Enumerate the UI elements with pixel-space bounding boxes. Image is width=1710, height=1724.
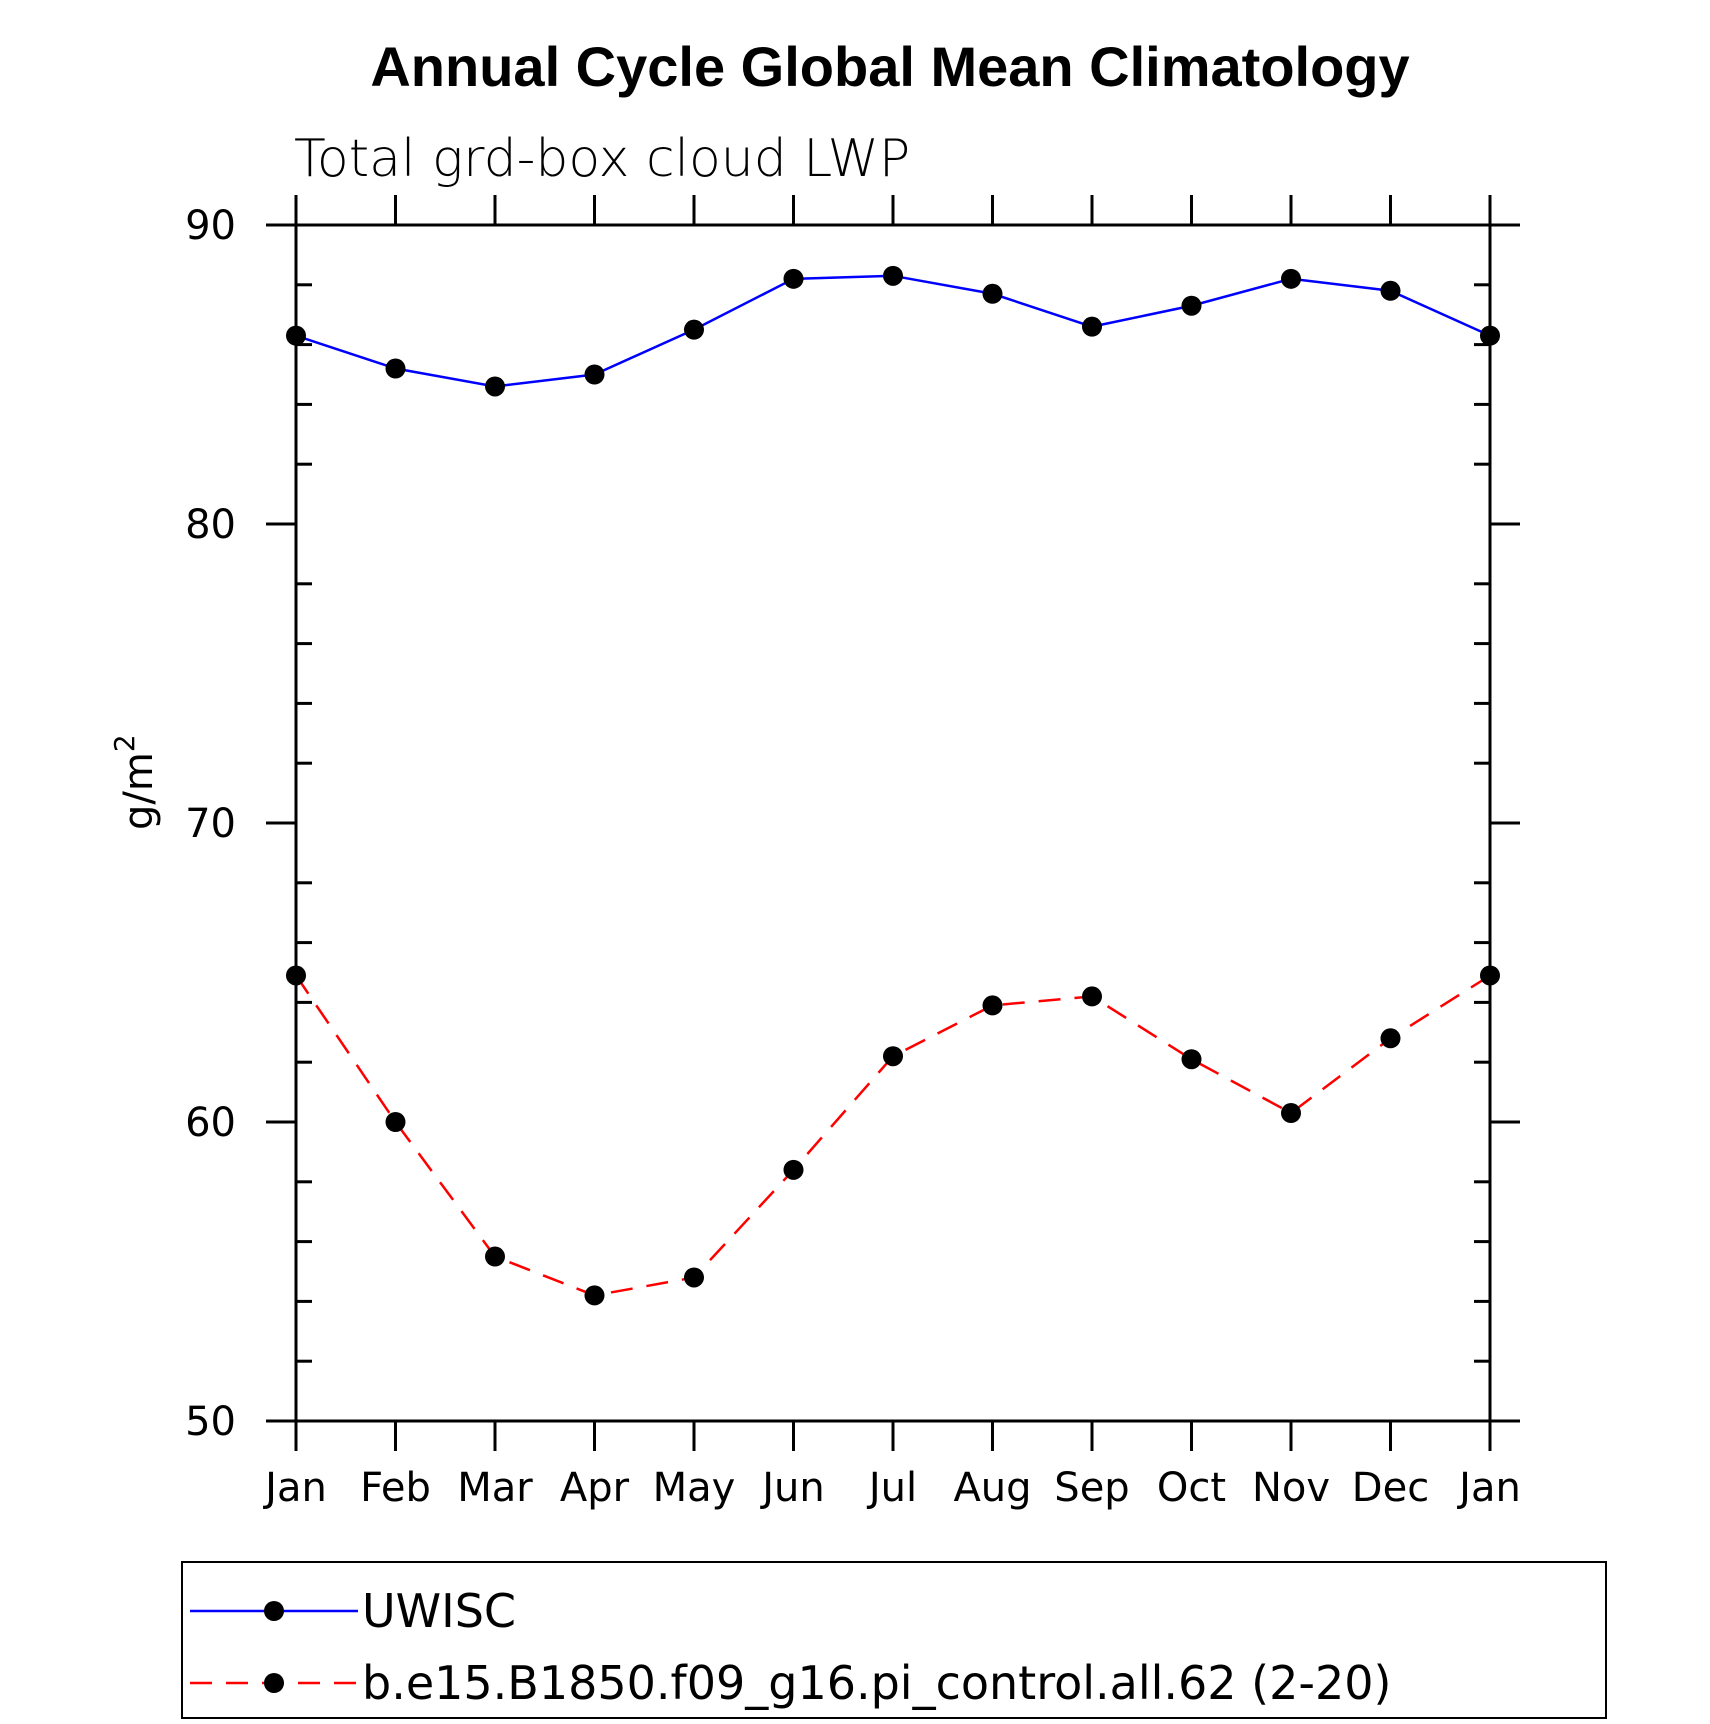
x-tick-label: Jun <box>759 1465 825 1511</box>
data-point <box>1281 268 1301 289</box>
y-axis-label: g/m2 <box>108 734 162 830</box>
data-point <box>584 1285 605 1306</box>
x-tick-label: May <box>653 1465 736 1511</box>
data-point <box>485 376 505 397</box>
y-tick-label: 50 <box>185 1399 236 1445</box>
x-tick-label: Oct <box>1157 1465 1226 1511</box>
x-tick-label: Mar <box>457 1465 533 1511</box>
data-point <box>982 283 1003 304</box>
data-point <box>783 268 804 289</box>
data-point <box>385 358 406 379</box>
data-point <box>1181 1049 1202 1070</box>
data-point <box>1281 1103 1301 1124</box>
series-1 <box>286 265 1500 397</box>
data-point <box>1380 280 1401 301</box>
x-tick-label: Dec <box>1352 1465 1429 1511</box>
legend-marker <box>264 1673 284 1693</box>
y-axis-label-group: g/m2 <box>108 734 162 830</box>
series-line <box>295 274 1491 388</box>
data-point <box>883 1046 903 1067</box>
x-tick-label: Nov <box>1252 1465 1330 1511</box>
data-point <box>982 995 1003 1016</box>
series-layer <box>286 265 1500 1306</box>
plot-frame <box>294 223 1492 1423</box>
y-tick-label: 80 <box>185 502 236 548</box>
x-tick-label: Jul <box>866 1465 917 1511</box>
x-tick-label: Feb <box>360 1465 431 1511</box>
legend-marker <box>264 1601 284 1621</box>
data-point <box>684 1267 704 1288</box>
data-point <box>1380 1028 1401 1049</box>
data-point <box>385 1112 406 1132</box>
data-point <box>584 364 605 385</box>
axis-ticks: Jan Feb Mar Apr May Jun Jul Aug Sep Oct Nov Dec Jan 5… <box>185 195 1521 1511</box>
y-axis-label-superscript: 2 <box>108 734 141 752</box>
x-tick-label: Sep <box>1054 1465 1129 1511</box>
data-point <box>684 319 704 340</box>
series-2 <box>286 965 1500 1306</box>
y-tick-label: 70 <box>185 801 236 847</box>
x-tick-label: Aug <box>953 1465 1031 1511</box>
x-tick-label: Apr <box>560 1465 630 1511</box>
data-point <box>883 265 903 286</box>
y-tick-label: 60 <box>185 1100 236 1146</box>
data-point <box>485 1246 505 1267</box>
data-point <box>783 1159 804 1180</box>
chart-subtitle: Total grd-box cloud LWP <box>294 129 910 189</box>
data-point <box>1181 295 1202 316</box>
legend-box <box>181 1561 1607 1719</box>
series-line <box>294 974 1491 1297</box>
data-point <box>1082 986 1102 1007</box>
chart-title: Annual Cycle Global Mean Climatology <box>370 35 1409 98</box>
legend-label: b.e15.B1850.f09_g16.pi_control.all.62 (2… <box>362 1656 1391 1710</box>
y-axis-label-base: g/m <box>116 752 162 830</box>
legend: UWISC b.e15.B1850.f09_g16.pi_control.all.… <box>181 1561 1607 1719</box>
x-tick-label: Jan <box>262 1465 327 1511</box>
y-tick-label: 90 <box>185 203 236 249</box>
legend-label: UWISC <box>362 1584 516 1638</box>
data-point <box>1082 316 1102 337</box>
x-tick-label: Jan <box>1456 1465 1521 1511</box>
